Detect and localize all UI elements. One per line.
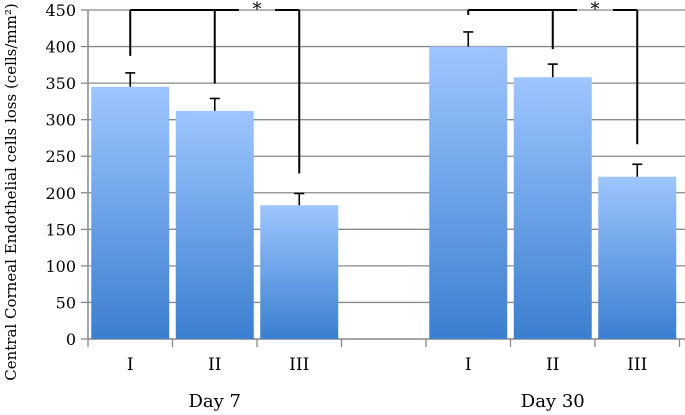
bar (513, 77, 592, 340)
significance-brackets (129, 9, 639, 174)
error-bars (125, 31, 643, 206)
category-label: II (208, 355, 221, 375)
group-label: Day 30 (521, 391, 585, 412)
y-tick-label: 100 (45, 257, 76, 276)
y-tick-label: 400 (45, 38, 76, 57)
y-axis-label: Central Corneal Endothelial cells loss (… (2, 3, 20, 380)
y-tick-label: 0 (66, 330, 76, 349)
category-label: II (546, 355, 559, 375)
bar (598, 176, 677, 339)
y-tick-label: 200 (45, 184, 76, 203)
bar (175, 110, 254, 339)
y-tick-label: 350 (45, 74, 76, 93)
bar (260, 205, 339, 339)
bar (91, 86, 170, 340)
y-tick-label: 50 (56, 293, 76, 312)
y-tick-label: 250 (45, 147, 76, 166)
y-tick-label: 300 (45, 111, 76, 130)
category-label: III (627, 355, 647, 375)
bar (429, 46, 508, 340)
axes (81, 9, 685, 347)
y-tick-label: 450 (45, 1, 76, 20)
bars (91, 46, 677, 340)
significance-label: * (591, 0, 600, 20)
group-label: Day 7 (188, 391, 241, 412)
category-label: I (127, 355, 134, 375)
category-label: III (289, 355, 309, 375)
y-tick-label: 150 (45, 220, 76, 239)
significance-label: * (253, 0, 262, 20)
category-label: I (465, 355, 472, 375)
